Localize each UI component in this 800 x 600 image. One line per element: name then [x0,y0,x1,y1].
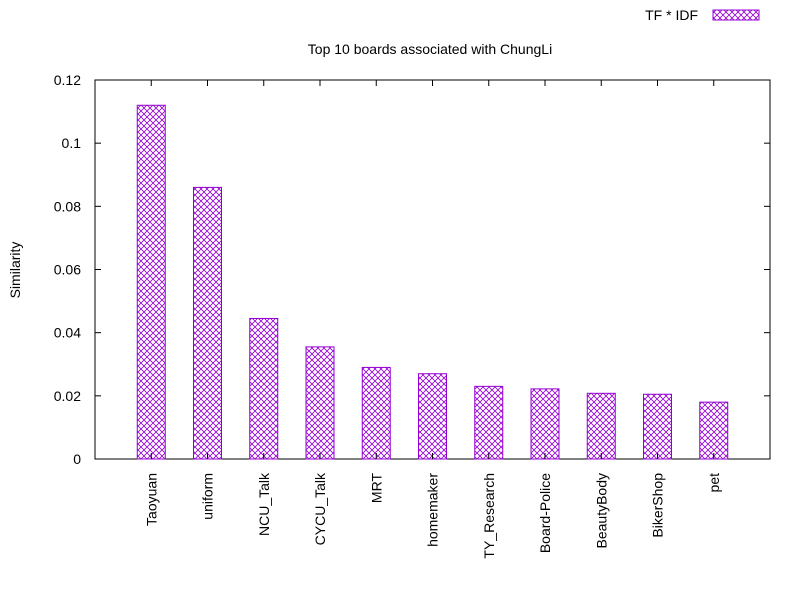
y-tick-label: 0.08 [54,198,81,214]
x-axis-ticks: Taoyuan uniform NCU_Talk CYCU_Talk MRT homema… [143,80,722,559]
bar-board-police [530,388,560,460]
chart-title: Top 10 boards associated with ChungLi [308,41,552,57]
x-tick-label: BikerShop [650,473,666,538]
bar-uniform [193,186,222,460]
y-axis-label: Similarity [7,242,23,299]
y-tick-label: 0.06 [54,262,81,278]
bar-bikershop [643,393,672,460]
bar-ty_research [474,385,504,460]
bar-ncu_talk [249,317,279,460]
x-tick-label: pet [706,473,722,493]
y-tick-label: 0 [73,451,81,467]
x-tick-label: NCU_Talk [256,472,272,536]
legend: TF * IDF [645,7,760,23]
bar-taoyuan [136,104,166,460]
x-tick-label: Taoyuan [143,473,159,526]
x-tick-label: MRT [368,473,384,504]
y-tick-label: 0.1 [62,135,82,151]
y-tick-label: 0.04 [54,325,81,341]
x-tick-label: CYCU_Talk [312,472,328,545]
x-tick-label: homemaker [425,473,441,547]
y-axis-ticks: 0 0.02 0.04 0.06 0.08 0.1 0.12 [54,72,770,467]
bar-pet [699,401,729,460]
x-tick-label: Board-Police [537,473,553,553]
bars [136,104,729,460]
bar-cycu_talk [305,346,335,460]
legend-swatch [712,9,760,21]
bar-homemaker [418,373,447,460]
x-tick-label: TY_Research [481,473,497,559]
y-tick-label: 0.12 [54,72,81,88]
y-tick-label: 0.02 [54,388,81,404]
x-tick-label: uniform [200,473,216,520]
x-tick-label: BeautyBody [593,473,609,549]
bar-mrt [361,366,391,460]
legend-label: TF * IDF [645,7,698,23]
bar-beautybody [586,392,616,460]
